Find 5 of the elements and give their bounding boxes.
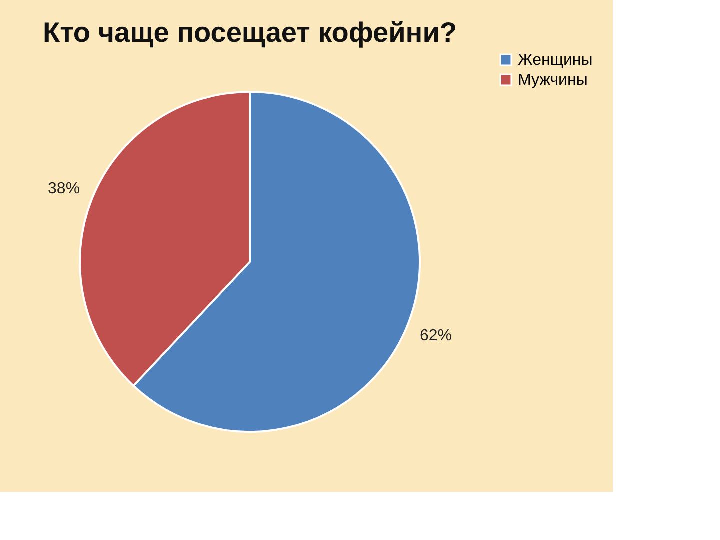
data-label: 62% bbox=[420, 328, 452, 345]
chart-title: Кто чаще посещает кофейни? bbox=[42, 17, 458, 48]
legend-label: Женщины bbox=[518, 52, 593, 69]
legend-label: Мужчины bbox=[518, 72, 588, 89]
data-label: 38% bbox=[48, 180, 80, 198]
